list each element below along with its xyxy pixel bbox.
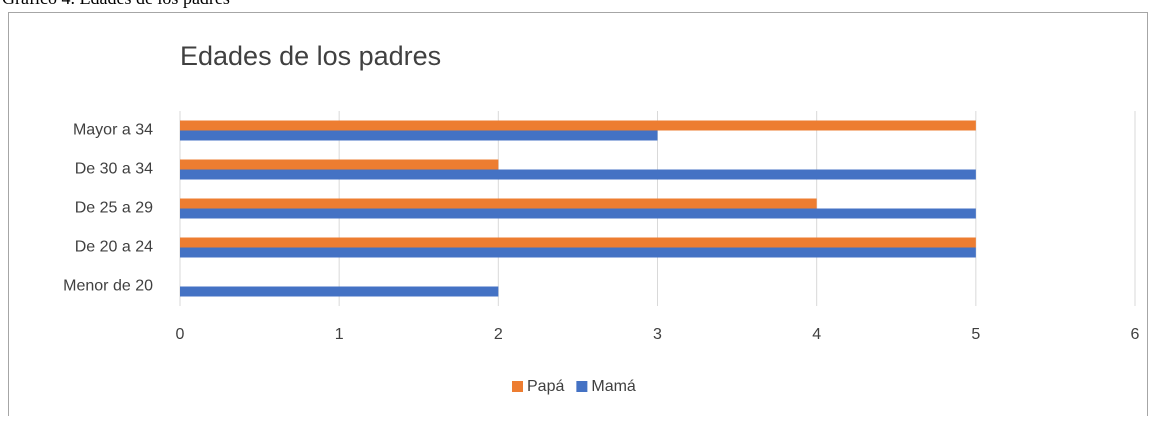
bar	[180, 237, 976, 248]
bar	[180, 198, 817, 209]
x-tick-label: 3	[653, 326, 662, 343]
x-tick-label: 4	[812, 326, 821, 343]
bar	[180, 159, 499, 170]
legend-swatch	[512, 381, 523, 392]
legend-swatch	[576, 381, 588, 392]
bar	[180, 130, 658, 141]
bar	[180, 247, 976, 258]
caption: Gráfico 4. Edades de los padres	[2, 0, 230, 8]
y-tick-label: De 30 a 34	[75, 161, 153, 178]
chart-border	[8, 12, 1148, 421]
bar	[180, 169, 976, 180]
legend-label: Mamá	[591, 378, 636, 395]
y-tick-label: De 25 a 29	[75, 200, 153, 217]
y-tick-label: De 20 a 24	[75, 239, 153, 256]
x-tick-label: 6	[1131, 326, 1140, 343]
bar	[180, 286, 499, 297]
bar	[180, 120, 976, 131]
x-tick-label: 5	[971, 326, 980, 343]
bar	[180, 208, 976, 219]
y-tick-label: Menor de 20	[63, 278, 153, 295]
y-tick-label: Mayor a 34	[73, 122, 153, 139]
chart-title: Edades de los padres	[180, 41, 441, 71]
x-tick-label: 2	[494, 326, 503, 343]
legend-label: Papá	[527, 378, 564, 395]
x-tick-label: 0	[176, 326, 185, 343]
x-tick-label: 1	[335, 326, 344, 343]
